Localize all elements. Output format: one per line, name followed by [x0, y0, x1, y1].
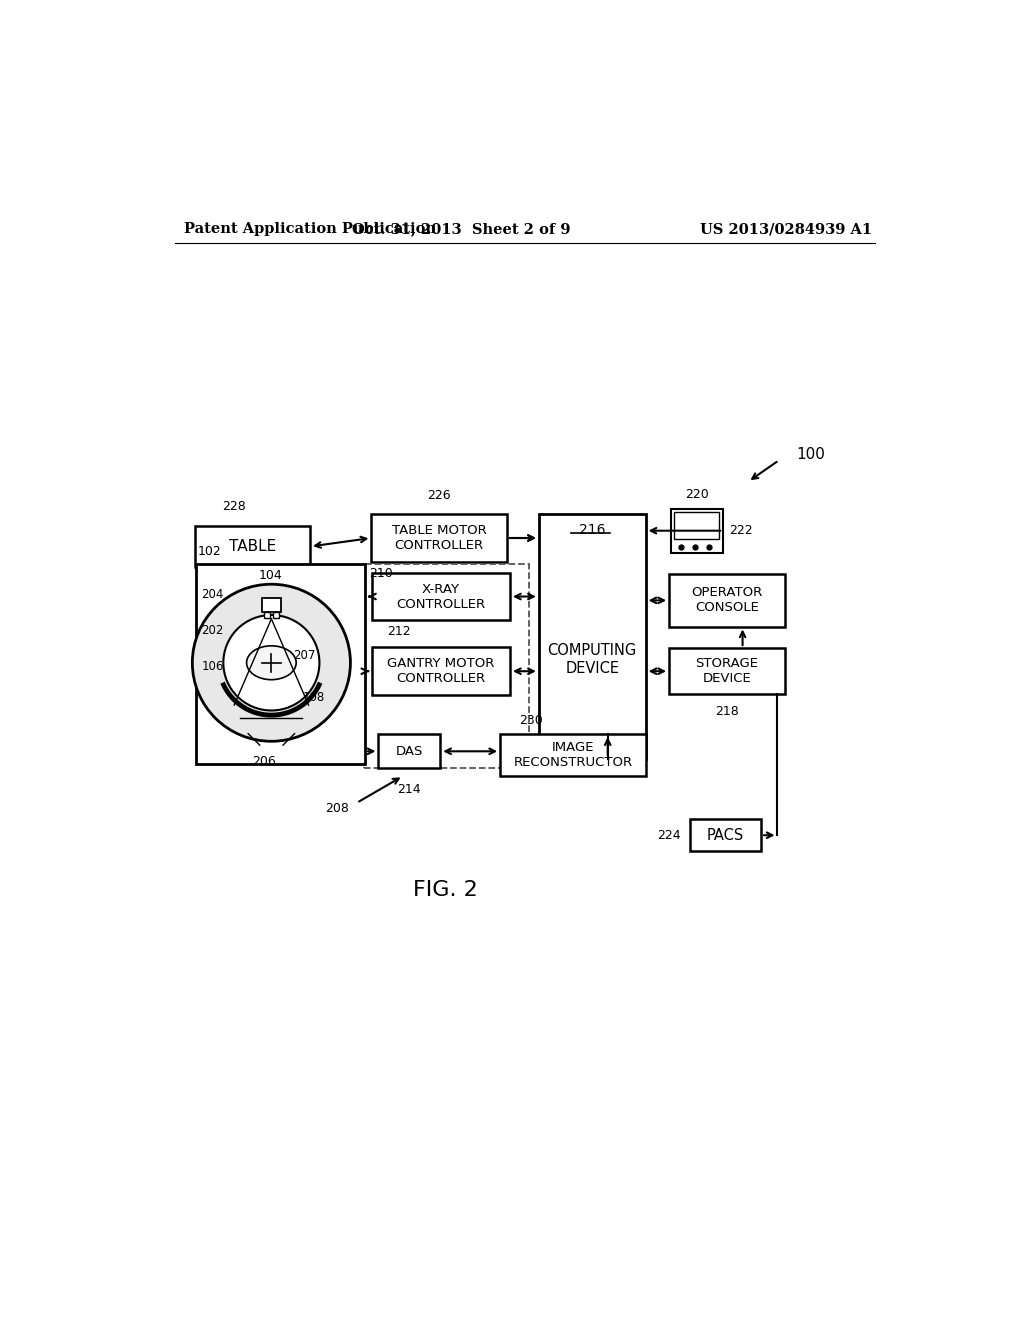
- Bar: [500, 734, 646, 776]
- Circle shape: [193, 585, 350, 742]
- Text: IMAGE
RECONSTRUCTOR: IMAGE RECONSTRUCTOR: [513, 741, 633, 770]
- Text: TABLE: TABLE: [229, 539, 276, 554]
- Text: COMPUTING
DEVICE: COMPUTING DEVICE: [548, 643, 637, 676]
- Bar: [378, 734, 440, 768]
- Text: 102: 102: [198, 545, 221, 558]
- Text: 104: 104: [258, 569, 282, 582]
- Bar: [690, 818, 761, 851]
- Text: DAS: DAS: [395, 744, 423, 758]
- Bar: [669, 574, 785, 627]
- Text: STORAGE
DEVICE: STORAGE DEVICE: [695, 657, 759, 685]
- Text: 226: 226: [427, 490, 451, 502]
- Bar: [365, 564, 528, 768]
- Text: Oct. 31, 2013  Sheet 2 of 9: Oct. 31, 2013 Sheet 2 of 9: [352, 222, 570, 236]
- Bar: [675, 512, 719, 539]
- Text: GANTRY MOTOR
CONTROLLER: GANTRY MOTOR CONTROLLER: [387, 657, 495, 685]
- Bar: [372, 647, 510, 696]
- Bar: [196, 527, 310, 566]
- Text: TABLE MOTOR
CONTROLLER: TABLE MOTOR CONTROLLER: [392, 524, 486, 552]
- Text: 207: 207: [293, 648, 315, 661]
- Text: 222: 222: [729, 524, 753, 537]
- Text: 204: 204: [202, 589, 224, 602]
- Text: 228: 228: [222, 500, 246, 513]
- Circle shape: [223, 615, 319, 710]
- Bar: [372, 573, 510, 620]
- Text: 202: 202: [202, 624, 224, 638]
- Text: FIG. 2: FIG. 2: [414, 880, 478, 900]
- Text: 100: 100: [796, 447, 825, 462]
- Text: X-RAY
CONTROLLER: X-RAY CONTROLLER: [396, 582, 485, 611]
- Bar: [372, 515, 507, 562]
- Text: 218: 218: [715, 705, 739, 718]
- Text: 108: 108: [302, 690, 325, 704]
- Text: Patent Application Publication: Patent Application Publication: [183, 222, 436, 236]
- Bar: [539, 515, 646, 759]
- Text: 220: 220: [685, 488, 709, 502]
- Text: 230: 230: [519, 714, 543, 727]
- Bar: [671, 508, 723, 553]
- Text: 216: 216: [579, 523, 605, 536]
- Text: 210: 210: [370, 566, 393, 579]
- Bar: [263, 612, 270, 618]
- Text: 214: 214: [397, 783, 421, 796]
- Bar: [262, 598, 281, 612]
- Text: 106: 106: [202, 660, 224, 673]
- Text: 212: 212: [388, 626, 412, 639]
- Text: US 2013/0284939 A1: US 2013/0284939 A1: [699, 222, 872, 236]
- Bar: [197, 564, 366, 764]
- Text: PACS: PACS: [707, 828, 744, 842]
- Text: 224: 224: [657, 829, 681, 842]
- Text: OPERATOR
CONSOLE: OPERATOR CONSOLE: [691, 586, 763, 614]
- Text: 206: 206: [252, 755, 275, 768]
- Bar: [669, 648, 785, 694]
- Ellipse shape: [247, 645, 296, 680]
- Bar: [273, 612, 280, 618]
- Text: 208: 208: [326, 801, 349, 814]
